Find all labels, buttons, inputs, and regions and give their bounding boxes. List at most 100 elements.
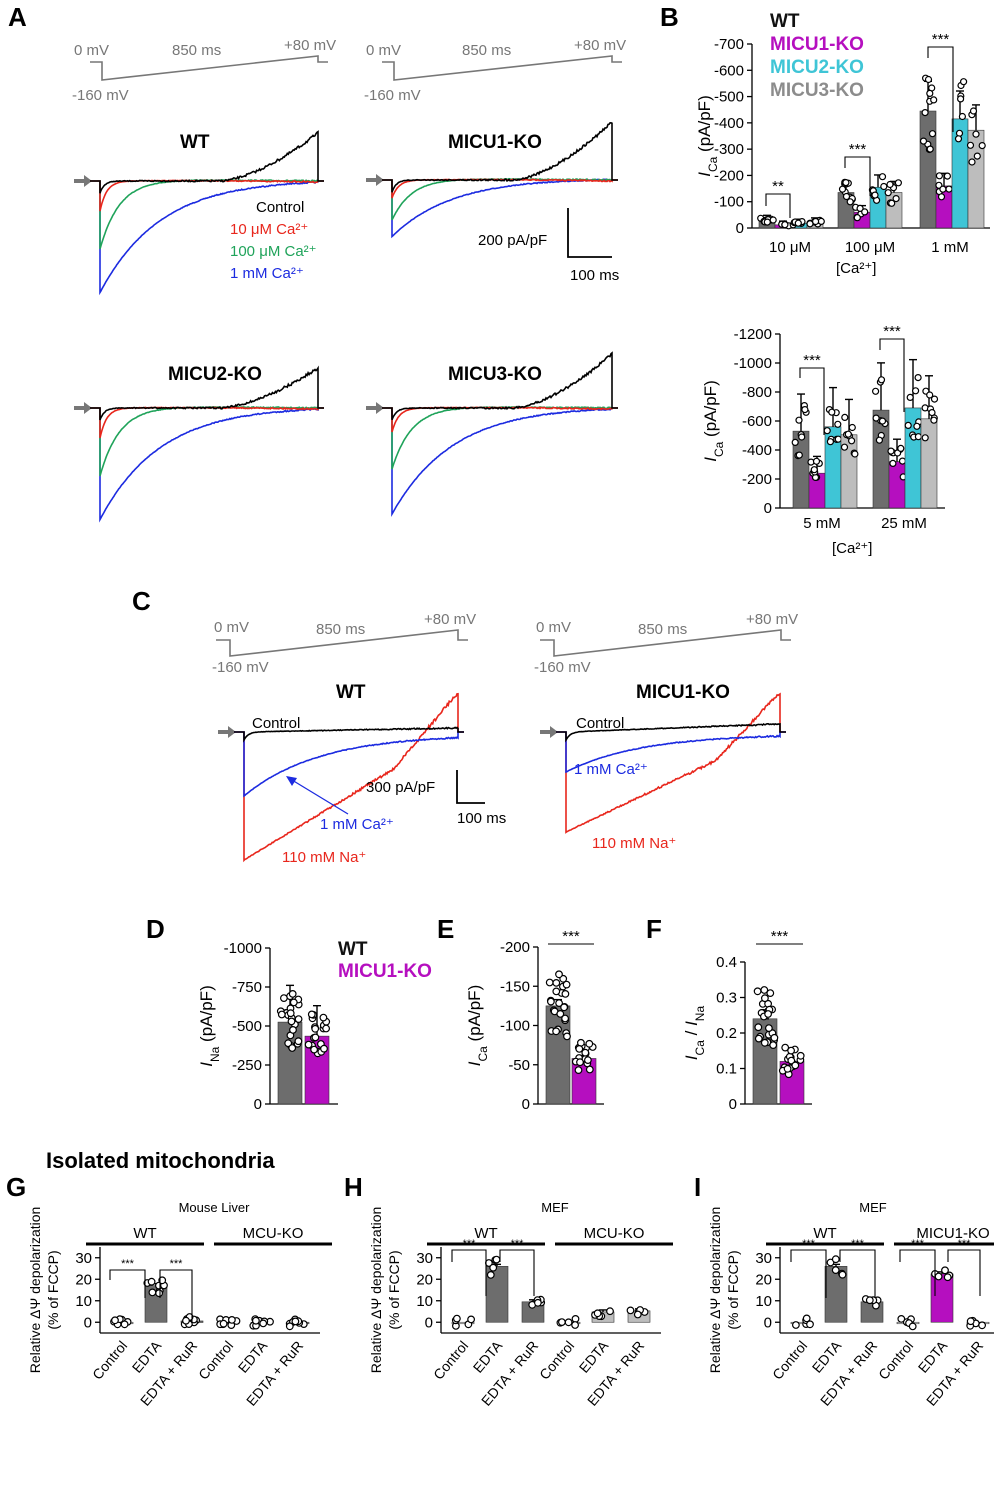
y-axis-label: ICa (pA/pF)	[465, 985, 490, 1066]
y-tick-label: -1000	[224, 940, 262, 957]
y-tick-label: -100	[500, 1018, 530, 1035]
y-tick-label: -100	[714, 194, 744, 211]
x-tick-label: EDTA	[576, 1337, 612, 1376]
x-tick-label: EDTA	[235, 1337, 271, 1376]
legend-micu2: MICU2-KO	[770, 57, 864, 78]
data-point	[898, 457, 907, 465]
voltage-protocol	[216, 629, 791, 657]
trace-control	[556, 722, 786, 743]
data-point	[259, 1319, 268, 1328]
data-point	[564, 1318, 573, 1327]
significance-marker: ***	[170, 1258, 184, 1270]
data-point	[575, 1044, 584, 1053]
protocol-end: +80 mV	[574, 37, 626, 54]
data-point	[791, 1061, 800, 1070]
data-point	[783, 1064, 792, 1073]
data-point	[904, 421, 912, 429]
data-point	[781, 221, 789, 229]
y-tick-label: 0	[254, 1096, 262, 1113]
data-point	[286, 1009, 295, 1018]
protocol-duration: 850 ms	[462, 42, 511, 59]
data-point	[761, 994, 769, 1003]
group-label: MCU-KO	[243, 1225, 304, 1242]
y-axis-label: ICa (pA/pF)	[695, 95, 720, 176]
y-tick-label: -1000	[734, 355, 772, 372]
data-point	[838, 1270, 847, 1279]
data-point	[227, 1315, 236, 1324]
bar	[451, 1321, 475, 1325]
data-point	[547, 997, 555, 1006]
y-axis-label: INa (pA/pF)	[197, 985, 222, 1066]
zero-current-arrow	[74, 402, 92, 414]
panel-d-label: D	[146, 914, 165, 944]
subtitle: MEF	[859, 1200, 887, 1215]
data-point	[913, 422, 921, 430]
scale-bar-y-label: 200 pA/pF	[478, 232, 547, 249]
y-tick-label: 10	[75, 1293, 92, 1310]
trace-control	[382, 121, 618, 193]
data-point	[585, 1039, 594, 1048]
significance-bracket	[799, 367, 825, 435]
data-point	[906, 393, 914, 401]
section-heading: Isolated mitochondria	[46, 1148, 275, 1173]
data-point	[563, 1032, 571, 1041]
data-point	[934, 1272, 943, 1281]
data-point	[877, 376, 886, 384]
panel-c-label: C	[132, 586, 151, 616]
data-point	[871, 387, 880, 395]
trace-title-wt: WT	[336, 682, 366, 703]
data-point	[753, 987, 762, 996]
data-point	[930, 96, 938, 104]
data-point	[801, 406, 809, 414]
data-point	[926, 391, 934, 399]
data-point	[930, 416, 938, 424]
data-point	[884, 189, 892, 197]
x-tick-label: EDTA	[915, 1337, 951, 1376]
data-point	[924, 75, 933, 84]
protocol-hold: -160 mV	[534, 659, 591, 676]
trace-1mm-ca	[234, 731, 464, 798]
y-tick-label: 10	[416, 1293, 433, 1310]
legend-1mm: 1 mM Ca²⁺	[230, 265, 304, 282]
data-point	[954, 135, 963, 143]
data-point	[846, 198, 854, 206]
data-point	[219, 1319, 228, 1328]
subtitle: MEF	[541, 1200, 569, 1215]
trace-110mm-na	[556, 692, 786, 834]
y-tick-label: 20	[416, 1271, 433, 1288]
data-point	[794, 219, 802, 227]
data-point	[251, 1316, 260, 1325]
trace-control	[90, 365, 324, 421]
x-tick-label: Control	[89, 1338, 130, 1383]
data-point	[760, 986, 769, 994]
significance-bracket	[765, 193, 791, 218]
data-point	[285, 1322, 294, 1331]
scale-bar-x-label: 100 ms	[570, 267, 619, 284]
data-point	[486, 1270, 495, 1279]
x-tick-label: Control	[430, 1338, 471, 1383]
trace-control	[382, 351, 618, 421]
group-label: WT	[813, 1225, 836, 1242]
bar	[930, 1273, 954, 1323]
annotation-arrow	[286, 776, 349, 815]
significance-bracket	[499, 1249, 535, 1296]
data-point	[606, 1307, 614, 1316]
data-point	[844, 430, 852, 438]
data-point	[581, 1048, 590, 1057]
y-tick-label: 0	[522, 1096, 530, 1113]
chart-b-bottom: 0 -200 -400 -600 -800 -1000 -1200 ICa (pA/pF) 5 …	[701, 323, 945, 532]
y-tick-label: 30	[755, 1250, 772, 1267]
data-point	[811, 217, 820, 226]
data-point	[764, 1010, 772, 1018]
y-tick-label: 0	[764, 1314, 772, 1331]
data-point	[871, 191, 879, 199]
x-tick-label: 5 mM	[803, 515, 841, 532]
voltage-protocol	[382, 55, 622, 81]
data-point	[765, 1024, 773, 1032]
data-point	[941, 1266, 949, 1275]
label-control: Control	[252, 715, 300, 732]
current-traces-a	[74, 121, 618, 523]
zero-current-arrow	[74, 175, 92, 187]
data-point	[561, 990, 570, 998]
significance-bracket	[899, 1249, 936, 1296]
